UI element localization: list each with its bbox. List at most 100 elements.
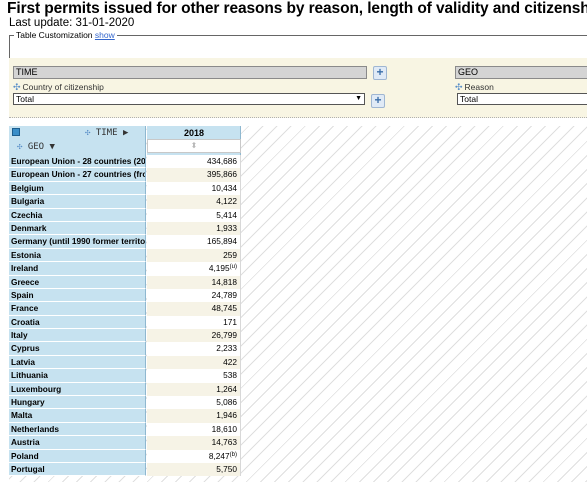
row-value: 10,434 — [211, 182, 237, 193]
row-value-cell: 5,750 — [147, 462, 241, 477]
row-geo-label[interactable]: Malta — [9, 409, 146, 423]
row-geo-label[interactable]: Portugal — [9, 462, 146, 477]
row-value: 14,763 — [211, 437, 237, 448]
move-icon: ✣ — [17, 142, 23, 152]
row-geo-label[interactable]: Luxembourg — [9, 382, 146, 397]
row-geo-label[interactable]: European Union - 27 countries (from 2020… — [9, 168, 146, 182]
table-row: Poland 8,247(b) — [9, 449, 241, 463]
table-row: Hungary 5,086 — [9, 396, 241, 410]
row-value: 259 — [223, 249, 237, 260]
value-flag: (u) — [229, 264, 237, 271]
row-geo-label[interactable]: Poland — [9, 449, 146, 463]
row-geo-label[interactable]: Lithuania — [9, 369, 146, 383]
table-row: Luxembourg 1,264 — [9, 382, 241, 397]
reason-select[interactable]: Total — [457, 93, 587, 105]
table-row: Netherlands 18,610 — [9, 422, 241, 437]
table-row: Portugal 5,750 — [9, 462, 241, 477]
time-axis-handle[interactable]: ✣ TIME ▶ — [85, 128, 129, 138]
row-geo-label[interactable]: Hungary — [9, 396, 146, 410]
row-value-cell: 24,789 — [147, 288, 241, 303]
column-year-label: 2018 — [183, 128, 205, 138]
row-geo-label[interactable]: Czechia — [9, 208, 146, 222]
row-value-cell: 171 — [147, 315, 241, 330]
row-value-cell: 18,610 — [147, 422, 241, 437]
arrow-down-icon: ▼ — [49, 142, 55, 152]
table-customization-legend: Table Customization show — [14, 30, 117, 40]
column-header-2018: 2018 ⬍ — [147, 126, 241, 155]
row-geo-label[interactable]: Austria — [9, 436, 146, 450]
row-value: 395,866 — [207, 169, 237, 180]
table-corner-header: ✣ TIME ▶ ✣ GEO ▼ — [9, 126, 146, 155]
row-geo-label[interactable]: Estonia — [9, 248, 146, 263]
table-row: Belgium 10,434 — [9, 181, 241, 196]
sort-icon: ⬍ — [190, 141, 198, 150]
row-value-cell: 14,818 — [147, 275, 241, 289]
table-row: Greece 14,818 — [9, 275, 241, 289]
data-table: ✣ TIME ▶ ✣ GEO ▼ 2018 ⬍ European Union -… — [9, 126, 587, 482]
table-row: Lithuania 538 — [9, 369, 241, 383]
row-value: 8,247 — [208, 450, 230, 461]
table-row: Estonia 259 — [9, 248, 241, 263]
table-row: Malta 1,946 — [9, 409, 241, 423]
row-geo-label[interactable]: Belgium — [9, 181, 146, 196]
citizenship-label: ✣ Country of citizenship — [13, 82, 104, 92]
table-row: European Union - 27 countries (from 2020… — [9, 168, 241, 182]
table-row: Spain 24,789 — [9, 288, 241, 303]
row-value-cell: 434,686 — [147, 155, 241, 169]
row-value-cell: 259 — [147, 248, 241, 263]
row-geo-label[interactable]: Germany (until 1990 former territory of … — [9, 235, 146, 249]
row-geo-label[interactable]: Italy — [9, 329, 146, 343]
table-row: European Union - 28 countries (2013-2020… — [9, 155, 241, 169]
geo-axis-handle[interactable]: ✣ GEO ▼ — [17, 142, 55, 152]
row-geo-label[interactable]: France — [9, 302, 146, 316]
row-geo-label[interactable]: Bulgaria — [9, 195, 146, 209]
row-geo-label[interactable]: Spain — [9, 288, 146, 303]
table-body: European Union - 28 countries (2013-2020… — [9, 155, 241, 477]
geo-dimension-bar[interactable]: GEO — [455, 66, 587, 79]
dropdown-arrow-icon: ▼ — [355, 95, 362, 102]
value-flag: (b) — [229, 451, 237, 458]
row-geo-label[interactable]: Croatia — [9, 315, 146, 330]
row-value: 24,789 — [211, 289, 237, 300]
table-options-icon[interactable] — [12, 128, 20, 136]
row-geo-label[interactable]: Greece — [9, 275, 146, 289]
dimension-selector-area: TIME + GEO ✣ Country of citizenship Total… — [9, 58, 587, 118]
row-geo-label[interactable]: European Union - 28 countries (2013-2020… — [9, 155, 146, 169]
row-value: 538 — [223, 370, 237, 381]
row-value: 5,086 — [216, 397, 237, 408]
row-geo-label[interactable]: Cyprus — [9, 342, 146, 356]
row-value-cell: 395,866 — [147, 168, 241, 182]
row-value-cell: 1,933 — [147, 221, 241, 236]
move-icon: ✣ — [85, 128, 91, 138]
table-customization-label: Table Customization — [16, 30, 93, 40]
row-value: 434,686 — [207, 156, 237, 166]
row-value: 5,414 — [216, 209, 237, 220]
row-value-cell: 26,799 — [147, 329, 241, 343]
row-value-cell: 8,247(b) — [147, 449, 241, 463]
table-row: Latvia 422 — [9, 355, 241, 370]
table-row: Ireland 4,195(u) — [9, 262, 241, 276]
row-geo-label[interactable]: Latvia — [9, 355, 146, 370]
column-sort-button[interactable]: ⬍ — [147, 139, 241, 153]
row-value-cell: 1,946 — [147, 409, 241, 423]
table-row: France 48,745 — [9, 302, 241, 316]
page-title: First permits issued for other reasons b… — [7, 0, 587, 17]
arrow-right-icon: ▶ — [122, 128, 129, 138]
row-value: 48,745 — [211, 303, 237, 314]
add-time-button[interactable]: + — [373, 66, 387, 80]
table-row: Italy 26,799 — [9, 329, 241, 343]
show-customization-link[interactable]: show — [94, 30, 115, 40]
row-geo-label[interactable]: Denmark — [9, 221, 146, 236]
row-value-cell: 538 — [147, 369, 241, 383]
row-value: 14,818 — [211, 276, 237, 287]
row-geo-label[interactable]: Ireland — [9, 262, 146, 276]
row-value-cell: 4,195(u) — [147, 262, 241, 276]
add-citizenship-button[interactable]: + — [371, 94, 385, 108]
table-row: Bulgaria 4,122 — [9, 195, 241, 209]
row-geo-label[interactable]: Netherlands — [9, 422, 146, 437]
citizenship-select[interactable]: Total ▼ — [13, 93, 365, 105]
row-value: 1,264 — [216, 383, 237, 394]
row-value-cell: 165,894 — [147, 235, 241, 249]
time-dimension-bar[interactable]: TIME — [13, 66, 367, 79]
row-value: 171 — [223, 316, 237, 327]
